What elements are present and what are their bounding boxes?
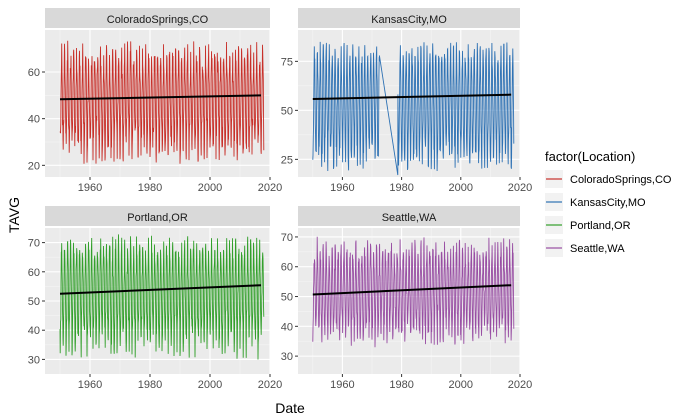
x-tick-label: 1960: [330, 379, 354, 391]
trend-line: [312, 93, 512, 100]
x-tick-label: 2020: [508, 182, 532, 194]
y-tick-label: 40: [281, 321, 293, 333]
legend: factor(Location) ColoradoSprings,CO Kansa…: [545, 149, 672, 257]
facet-strip-label: Seattle,WA: [382, 212, 437, 224]
trend-line: [59, 94, 262, 101]
facet-strip-label: ColoradoSprings,CO: [107, 14, 209, 26]
facet-panel: Seattle,WA 1960 1980 2000 2020 30 40 50 60 70: [281, 206, 532, 391]
x-tick-label: 2000: [449, 379, 473, 391]
series-line: [59, 234, 265, 360]
legend-label: Seattle,WA: [570, 243, 625, 255]
legend-label: KansasCity,MO: [570, 197, 646, 209]
x-tick-label: 1960: [78, 379, 102, 391]
x-axis-title: Date: [275, 400, 305, 416]
y-tick-label: 50: [28, 296, 40, 308]
x-tick-label: 2020: [258, 182, 282, 194]
y-tick-label: 50: [281, 105, 293, 117]
y-tick-label: 40: [28, 114, 40, 126]
facet-strip-label: Portland,OR: [127, 212, 188, 224]
y-tick-label: 30: [281, 351, 293, 363]
y-tick-label: 60: [281, 262, 293, 274]
y-tick-label: 40: [28, 325, 40, 337]
x-tick-label: 1980: [389, 379, 413, 391]
facet-panel: KansasCity,MO 1960 1980 2000 2020 25 50 75: [281, 8, 532, 194]
x-tick-label: 1980: [138, 379, 162, 391]
facet-strip-label: KansasCity,MO: [371, 14, 447, 26]
x-tick-label: 1980: [138, 182, 162, 194]
x-tick-label: 1960: [330, 182, 354, 194]
series-line: [312, 41, 515, 176]
y-tick-label: 30: [28, 354, 40, 366]
legend-items: ColoradoSprings,CO KansasCity,MO Portland,…: [545, 170, 672, 257]
trend-line: [312, 284, 512, 296]
y-tick-label: 70: [28, 238, 40, 250]
y-tick-label: 25: [281, 154, 293, 166]
facet-strip: [298, 206, 520, 226]
y-tick-label: 20: [28, 160, 40, 172]
y-tick-label: 70: [281, 232, 293, 244]
y-axis-title: TAVG: [6, 197, 22, 233]
legend-title: factor(Location): [545, 149, 635, 164]
facet-strip: [45, 206, 270, 226]
x-tick-label: 1960: [78, 182, 102, 194]
x-tick-label: 2000: [198, 379, 222, 391]
legend-label: Portland,OR: [570, 220, 631, 232]
facet-panel: Portland,OR 1960 1980 2000 2020 30 40 50 60 70: [28, 206, 282, 391]
series-line: [59, 40, 265, 164]
legend-label: ColoradoSprings,CO: [570, 174, 672, 186]
x-tick-label: 2000: [449, 182, 473, 194]
x-tick-label: 2000: [198, 182, 222, 194]
trend-line: [59, 284, 262, 295]
series-line: [312, 236, 515, 348]
y-tick-label: 60: [28, 67, 40, 79]
x-tick-label: 2020: [258, 379, 282, 391]
y-tick-label: 50: [281, 292, 293, 304]
facet-strip: [45, 8, 270, 28]
x-tick-label: 2020: [508, 379, 532, 391]
x-tick-label: 1980: [389, 182, 413, 194]
facet-strip: [298, 8, 520, 28]
y-tick-label: 75: [281, 56, 293, 68]
y-tick-label: 60: [28, 267, 40, 279]
